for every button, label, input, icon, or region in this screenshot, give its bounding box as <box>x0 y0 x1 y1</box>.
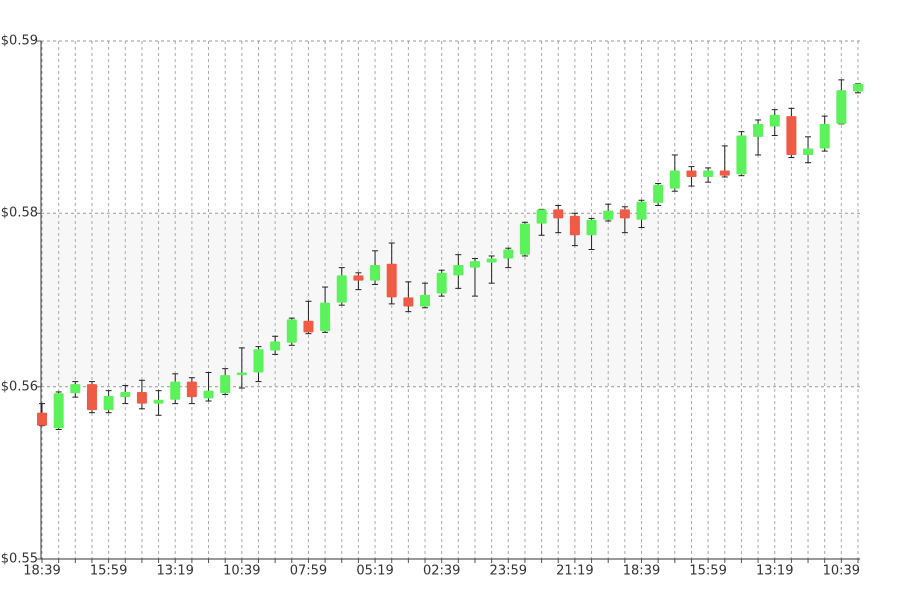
x-tick-label: 18:39 <box>23 564 60 579</box>
candle-body <box>270 341 281 351</box>
candle-body <box>653 184 664 203</box>
candle-body <box>220 375 231 394</box>
candle-body <box>536 209 547 224</box>
candle-body <box>120 391 131 398</box>
candle-body <box>86 384 97 411</box>
candle-body <box>636 201 647 220</box>
candle-body <box>753 123 764 137</box>
candle-body <box>336 275 347 303</box>
grid-band <box>41 213 860 387</box>
candle-body <box>819 123 830 149</box>
candle-body <box>669 170 680 189</box>
candle-body <box>603 210 614 220</box>
y-tick-label: $0.58 <box>1 206 38 221</box>
candle-body <box>103 395 114 411</box>
candle-body <box>553 209 564 219</box>
x-tick-label: 07:59 <box>290 564 327 579</box>
candle-body <box>719 170 730 176</box>
candle-body <box>519 223 530 255</box>
candle-body <box>136 391 147 404</box>
candle-body <box>286 319 297 343</box>
candle-body <box>303 320 314 333</box>
x-tick-label: 10:39 <box>223 564 260 579</box>
candle-body <box>786 116 797 155</box>
candle-body <box>486 258 497 263</box>
candle-body <box>736 135 747 175</box>
x-tick-label: 02:39 <box>423 564 460 579</box>
candle-body <box>186 381 197 398</box>
candle-body <box>453 265 464 276</box>
candle-body <box>569 215 580 236</box>
candle-body <box>436 272 447 294</box>
x-tick-label: 10:39 <box>823 564 860 579</box>
candle-body <box>70 384 81 394</box>
y-tick-label: $0.56 <box>1 379 38 394</box>
x-tick-label: 15:59 <box>90 564 127 579</box>
candle-body <box>403 297 414 307</box>
candle-body <box>37 412 47 426</box>
candle-body <box>853 83 863 92</box>
candle-body <box>686 170 697 177</box>
candle-body <box>619 209 630 219</box>
x-tick-label: 21:19 <box>556 564 593 579</box>
candle-body <box>353 275 364 281</box>
candle-body <box>53 393 64 429</box>
x-tick-label: 18:39 <box>623 564 660 579</box>
candle-body <box>503 249 514 259</box>
candle-body <box>836 90 847 124</box>
y-tick-label: $0.55 <box>1 552 38 567</box>
candle-body <box>320 302 331 332</box>
candle-body <box>370 265 381 281</box>
candle-body <box>703 170 714 177</box>
x-tick-label: 23:59 <box>490 564 527 579</box>
candle-body <box>253 349 264 373</box>
candle-body <box>420 294 431 307</box>
x-tick-label: 15:59 <box>689 564 726 579</box>
candle-body <box>586 219 597 236</box>
x-tick-label: 13:19 <box>156 564 193 579</box>
candle-body <box>203 390 214 399</box>
candle-body <box>170 381 181 400</box>
x-tick-label: 05:19 <box>356 564 393 579</box>
candle-body <box>236 372 247 376</box>
candle-body <box>153 399 164 404</box>
y-tick-label: $0.59 <box>1 34 38 49</box>
candle-body <box>469 261 480 268</box>
candle-body <box>386 263 397 298</box>
x-tick-label: 13:19 <box>756 564 793 579</box>
candle-body <box>803 148 814 155</box>
candle-body <box>769 114 780 127</box>
